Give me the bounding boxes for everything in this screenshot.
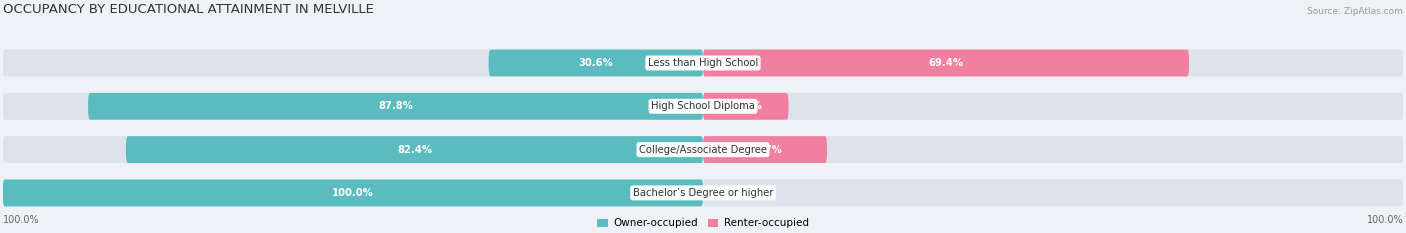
Text: 17.7%: 17.7% [748,145,782,155]
Text: High School Diploma: High School Diploma [651,101,755,111]
Text: Bachelor’s Degree or higher: Bachelor’s Degree or higher [633,188,773,198]
FancyBboxPatch shape [3,179,703,206]
FancyBboxPatch shape [3,136,703,163]
FancyBboxPatch shape [703,136,1403,163]
Legend: Owner-occupied, Renter-occupied: Owner-occupied, Renter-occupied [593,214,813,233]
FancyBboxPatch shape [3,50,703,76]
FancyBboxPatch shape [89,93,703,120]
FancyBboxPatch shape [489,50,703,76]
Text: 82.4%: 82.4% [396,145,432,155]
FancyBboxPatch shape [703,136,827,163]
Text: 87.8%: 87.8% [378,101,413,111]
FancyBboxPatch shape [703,50,1189,76]
Text: 69.4%: 69.4% [928,58,963,68]
FancyBboxPatch shape [703,93,789,120]
Text: College/Associate Degree: College/Associate Degree [638,145,768,155]
FancyBboxPatch shape [3,179,703,206]
FancyBboxPatch shape [127,136,703,163]
FancyBboxPatch shape [703,50,1403,76]
Text: 30.6%: 30.6% [578,58,613,68]
Text: Less than High School: Less than High School [648,58,758,68]
Text: 100.0%: 100.0% [3,215,39,225]
FancyBboxPatch shape [3,93,703,120]
Text: 100.0%: 100.0% [332,188,374,198]
FancyBboxPatch shape [703,179,1403,206]
Text: 12.2%: 12.2% [728,101,763,111]
FancyBboxPatch shape [703,93,1403,120]
Text: OCCUPANCY BY EDUCATIONAL ATTAINMENT IN MELVILLE: OCCUPANCY BY EDUCATIONAL ATTAINMENT IN M… [3,3,374,16]
Text: Source: ZipAtlas.com: Source: ZipAtlas.com [1308,7,1403,16]
Text: 100.0%: 100.0% [1367,215,1403,225]
